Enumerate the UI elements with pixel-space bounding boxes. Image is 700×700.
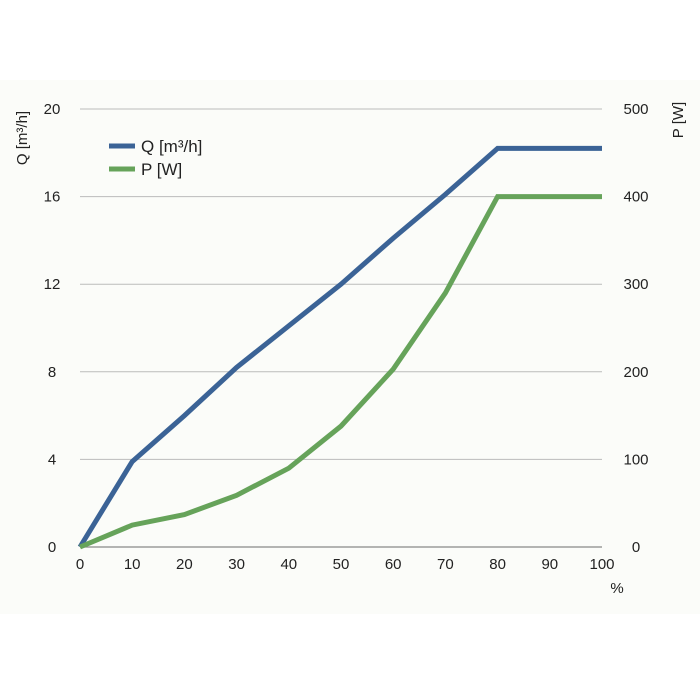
right-axis-title: P [W]: [670, 102, 687, 138]
left-axis-title: Q [m³/h]: [14, 111, 31, 165]
x-tick-label: 90: [541, 556, 558, 573]
series-lines: [77, 145, 602, 550]
left-tick-label: 4: [48, 451, 56, 468]
x-tick-label: 70: [437, 556, 454, 573]
legend: Q [m³/h] P [W]: [109, 137, 202, 179]
legend-label-q: Q [m³/h]: [141, 137, 202, 156]
right-tick-label: 500: [623, 101, 648, 118]
x-tick-label: 50: [333, 556, 350, 573]
legend-label-p: P [W]: [141, 160, 182, 179]
x-tick-label: 40: [280, 556, 297, 573]
right-tick-label: 300: [623, 276, 648, 293]
x-axis-ticks: 0 10 20 30 40 50 60 70 80 90 100: [76, 556, 615, 573]
series-line-p: [79, 194, 602, 550]
right-tick-label: 100: [623, 451, 648, 468]
x-tick-label: 10: [124, 556, 141, 573]
left-axis-ticks: 0 4 8 12 16 20: [44, 101, 61, 556]
right-tick-label: 0: [632, 539, 640, 556]
left-tick-label: 20: [44, 101, 61, 118]
x-axis-unit: %: [610, 580, 623, 597]
x-tick-label: 100: [589, 556, 614, 573]
left-tick-label: 8: [48, 364, 56, 381]
left-tick-label: 0: [48, 539, 56, 556]
x-tick-label: 30: [228, 556, 245, 573]
right-tick-label: 200: [623, 364, 648, 381]
series-line-q: [77, 145, 602, 549]
x-tick-label: 0: [76, 556, 84, 573]
x-tick-label: 80: [489, 556, 506, 573]
x-tick-label: 20: [176, 556, 193, 573]
left-tick-label: 12: [44, 276, 61, 293]
x-tick-label: 60: [385, 556, 402, 573]
right-axis-ticks: 0 100 200 300 400 500: [623, 101, 648, 556]
right-tick-label: 400: [623, 189, 648, 206]
left-tick-label: 16: [44, 189, 61, 206]
